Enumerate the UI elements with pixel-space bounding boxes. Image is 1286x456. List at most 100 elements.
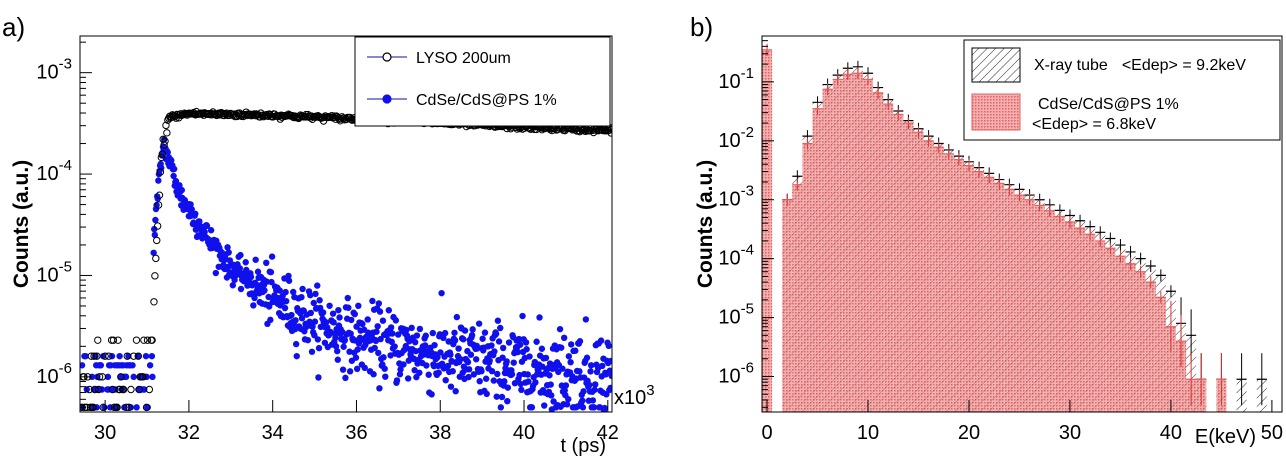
- cdse-point: [307, 292, 314, 299]
- cdse-point: [201, 228, 208, 236]
- panel-a-ylabel: Counts (a.u.): [10, 160, 33, 288]
- cdse-point: [314, 336, 322, 343]
- cdse-point: [532, 379, 539, 386]
- cdse-point: [308, 348, 316, 355]
- panel-a-ticks: 30 32 34 36 38 40 42 10-6 10-5 10-4 10-3: [36, 41, 619, 444]
- cdse-point: [385, 307, 393, 314]
- cdse-point: [522, 339, 530, 346]
- cdse-point: [491, 348, 498, 355]
- cdse-point: [416, 325, 424, 333]
- panel-b: b) 0 10 20 30 40 50 10-6 10-5 10-4 10-3 10-2 10-1 C…: [690, 12, 1283, 448]
- cdse-point: [457, 355, 464, 363]
- panel-b-ytick-label-0: 10-6: [718, 360, 754, 388]
- overlap-bin: [1186, 379, 1197, 412]
- cdse-point: [479, 335, 486, 342]
- cdse-point: [592, 381, 599, 388]
- cdse-point: [309, 323, 316, 330]
- lyso-point: [93, 352, 101, 360]
- cdse-point: [153, 201, 160, 209]
- panel-a-ytick-label-1: 10-5: [36, 258, 72, 286]
- cdse-point: [550, 398, 557, 405]
- cdse-point: [288, 311, 295, 319]
- cdse-point: [141, 386, 148, 393]
- panel-b-xtick-label-5: 50: [1261, 422, 1283, 444]
- panel-b-ytick-label-2: 10-4: [718, 242, 754, 270]
- cdse-point: [322, 319, 330, 326]
- cdse-point: [392, 317, 400, 324]
- cdse-point: [474, 345, 481, 352]
- cdse-point: [486, 357, 493, 364]
- cdse-point: [482, 375, 490, 382]
- cdse-point: [428, 391, 435, 398]
- cdse-point: [437, 349, 444, 356]
- cdse-point: [339, 366, 347, 373]
- cdse-point: [590, 404, 598, 411]
- panel-a-xtick-label-1: 32: [178, 422, 200, 444]
- cdse-point: [342, 374, 349, 382]
- cdse-point: [488, 342, 495, 349]
- cdse-point: [567, 359, 574, 366]
- panel-b-ytick-label-3: 10-3: [718, 183, 754, 211]
- cdse-point: [503, 358, 510, 365]
- lyso-point: [140, 336, 148, 344]
- overlap-bin: [953, 159, 964, 412]
- cdse-point: [467, 351, 475, 358]
- cdse-point: [311, 331, 318, 339]
- cdse-point: [130, 373, 137, 381]
- cdse-point: [452, 388, 459, 395]
- cdse-point: [176, 182, 183, 189]
- cdse-point: [465, 373, 472, 381]
- overlap-bin: [873, 92, 884, 412]
- cdse-point: [225, 249, 232, 256]
- cdse-point: [561, 387, 568, 394]
- cdse-point: [579, 397, 586, 404]
- cdse-point: [317, 323, 324, 331]
- cdse-point: [469, 326, 476, 333]
- panel-a: a) 30 32 34 36 38 40 42 10-6 10-5 10-4 10-3 Counts…: [2, 12, 655, 456]
- cdse-point: [242, 259, 249, 266]
- cdse-point: [207, 227, 215, 234]
- cdse-point: [608, 372, 612, 380]
- cdse-point: [587, 362, 595, 369]
- cdse-point: [310, 299, 317, 307]
- cdse-point: [461, 327, 469, 334]
- overlap-bin: [1115, 256, 1126, 412]
- cdse-point: [152, 216, 159, 224]
- overlap-bin: [1196, 379, 1207, 412]
- cdse-point: [516, 341, 524, 348]
- cdse-point: [498, 393, 506, 401]
- overlap-bin: [1024, 199, 1035, 412]
- panel-b-xtick-label-1: 10: [857, 422, 879, 444]
- panel-b-legend: X-ray tube <Edep> = 9.2keV CdSe/CdS@PS 1%…: [963, 39, 1281, 141]
- cdse-point: [447, 351, 454, 358]
- panel-b-xtick-label-0: 0: [761, 422, 772, 444]
- panel-b-xtick-label-2: 20: [958, 422, 980, 444]
- panel-b-xlabel: E(keV): [1195, 426, 1256, 448]
- cdse-point: [83, 386, 90, 393]
- overlap-bin: [812, 108, 823, 412]
- overlap-bin: [893, 114, 904, 412]
- cdse-point: [528, 404, 536, 411]
- cdse-point: [236, 265, 244, 272]
- cdse-point: [589, 397, 597, 404]
- overlap-bin: [1105, 248, 1116, 412]
- cdse-point: [413, 332, 421, 339]
- lyso-point: [161, 137, 169, 145]
- cdse-point: [155, 177, 162, 184]
- cdse-point: [499, 354, 506, 361]
- cdse-point: [494, 370, 501, 378]
- overlap-bin: [1175, 341, 1187, 412]
- cdse-point: [576, 368, 583, 375]
- cdse-point: [311, 318, 319, 325]
- cdse-point: [548, 392, 555, 399]
- legend-xray-swatch: [971, 47, 1021, 83]
- cdse-point: [122, 373, 130, 381]
- cdse-point: [374, 323, 381, 330]
- panel-a-xtick-label-5: 40: [513, 422, 535, 444]
- cdse-point: [460, 336, 467, 343]
- overlap-bin: [1034, 205, 1045, 412]
- cdse-point: [504, 384, 512, 391]
- lyso-point: [148, 336, 156, 344]
- cdse-point: [542, 354, 550, 362]
- cdse-point: [536, 314, 543, 321]
